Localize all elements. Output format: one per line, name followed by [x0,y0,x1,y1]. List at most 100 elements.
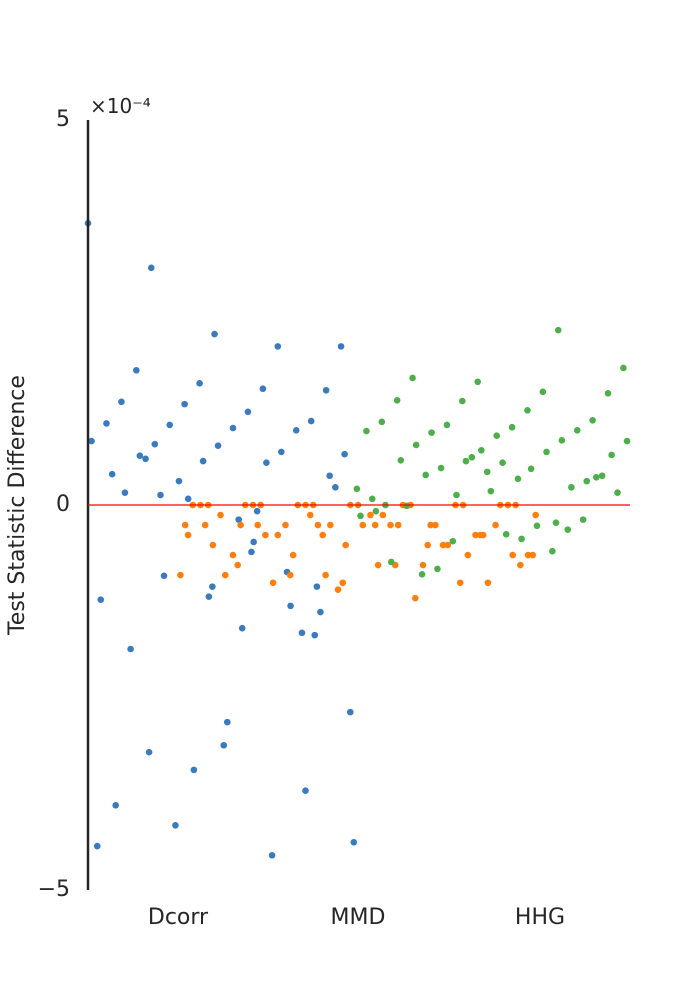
data-point [244,408,252,416]
data-point [353,485,361,493]
data-point [443,421,451,429]
data-point [608,451,615,459]
data-point [177,571,184,579]
data-point [332,483,339,491]
data-point [434,565,441,573]
data-point [268,852,276,859]
data-point [527,465,535,473]
y-tick-label: −5 [38,877,70,902]
data-point [259,385,267,393]
data-point [274,531,282,539]
data-point [387,521,394,529]
data-point [112,802,119,809]
data-point [592,473,600,481]
data-point [313,583,321,590]
data-point [307,417,315,425]
data-point [121,489,129,496]
data-point [554,326,562,334]
data-point [326,472,333,480]
data-point [371,521,379,529]
data-point [564,526,572,533]
data-point [248,548,255,556]
data-point [508,423,516,431]
data-point [532,511,539,519]
data-point [424,541,432,549]
data-point [209,541,217,549]
data-point [604,390,612,397]
data-point [568,483,575,491]
data-point [558,437,566,444]
data-point [378,418,386,426]
data-point [108,470,116,478]
data-point [196,380,203,387]
data-point [456,579,464,587]
data-point [468,453,476,461]
data-point [97,596,105,604]
data-point [127,645,134,653]
data-point [147,264,155,272]
x-tick-label: Dcorr [148,905,209,930]
data-point [589,417,596,424]
data-point [274,343,282,350]
data-point [397,457,405,464]
data-point [223,718,231,726]
data-point [278,448,285,456]
data-point [549,547,556,555]
y-tick-label: 5 [56,107,70,132]
data-point [145,748,153,756]
data-point [444,541,452,549]
data-point [493,432,501,440]
data-point [412,441,420,449]
data-point [234,561,241,569]
data-point [166,421,174,429]
data-point [341,450,348,458]
data-point [190,766,198,774]
data-point [346,708,354,716]
data-point [502,530,510,538]
data-point [453,491,460,499]
y-multiplier: ×10⁻⁴ [90,94,151,118]
data-point [327,521,334,529]
data-point [484,579,492,587]
data-point [492,521,499,529]
data-point [209,583,216,590]
data-point [464,551,472,559]
data-point [322,386,330,394]
data-point [235,516,242,523]
data-point [306,511,314,519]
data-point [483,468,491,476]
data-point [620,364,627,372]
data-point [250,538,257,546]
data-point [337,343,345,350]
data-point [289,551,297,559]
data-point [359,521,367,529]
data-point [133,366,140,374]
data-point [363,427,370,435]
data-point [499,459,506,466]
data-point [350,838,358,846]
data-point [322,571,329,579]
data-point [172,822,179,829]
data-point [462,457,470,465]
data-point [298,629,306,637]
data-point [217,511,224,519]
data-point [518,535,525,543]
data-point [409,374,416,382]
data-point [142,455,149,463]
data-point [253,507,261,515]
data-point [221,571,229,579]
data-point [474,378,482,386]
data-point [263,459,270,466]
data-point [367,511,374,519]
data-point [205,593,213,600]
data-point [573,427,581,434]
data-point [211,330,218,338]
y-tick-label: 0 [56,492,70,517]
data-point [472,531,479,539]
data-point [543,448,550,456]
data-point [623,437,631,445]
data-point [334,586,342,593]
data-point [184,495,192,503]
data-point [419,561,427,569]
data-point [118,398,125,406]
